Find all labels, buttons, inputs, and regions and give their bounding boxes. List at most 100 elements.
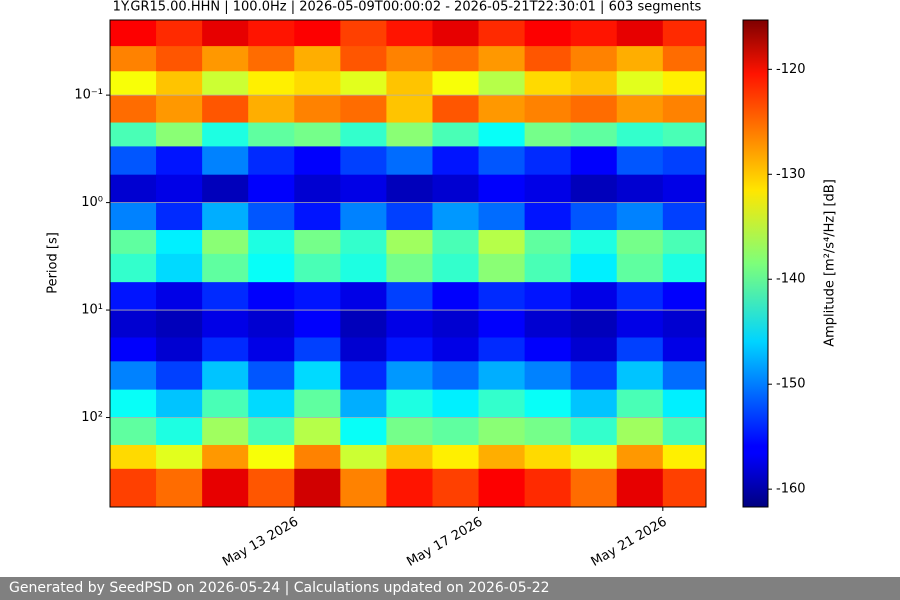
heatmap-cell — [294, 122, 341, 147]
heatmap-cell — [524, 444, 572, 470]
heatmap-cell — [616, 95, 664, 124]
heatmap-cell — [478, 20, 526, 47]
heatmap-cell — [340, 444, 387, 470]
heatmap-cell — [524, 337, 572, 362]
heatmap-cell — [340, 46, 387, 72]
heatmap-cell — [294, 95, 341, 124]
heatmap-cell — [202, 444, 249, 470]
heatmap-cell — [248, 174, 295, 204]
heatmap-cell — [110, 95, 157, 124]
heatmap-cell — [386, 230, 433, 255]
heatmap-cell — [202, 468, 249, 507]
heatmap-cell — [662, 389, 706, 419]
heatmap-cell — [156, 389, 203, 419]
heatmap-cell — [570, 174, 618, 204]
heatmap-cell — [570, 310, 618, 338]
heatmap-cell — [202, 361, 249, 391]
heatmap-cell — [524, 95, 572, 124]
heatmap-cell — [432, 253, 480, 283]
heatmap-cell — [202, 146, 249, 176]
heatmap-cell — [524, 310, 572, 338]
heatmap-cell — [616, 20, 664, 47]
heatmap-cell — [662, 282, 706, 311]
heatmap-cell — [156, 71, 203, 96]
heatmap-cell — [478, 95, 526, 124]
heatmap-cell — [248, 146, 295, 176]
colorbar-tick-label: -160 — [776, 482, 806, 497]
heatmap-cell — [386, 417, 433, 446]
heatmap-cell — [386, 253, 433, 283]
heatmap-cell — [340, 468, 387, 507]
heatmap-cell — [616, 122, 664, 147]
heatmap-cell — [386, 71, 433, 96]
heatmap-cell — [386, 310, 433, 338]
heatmap-cell — [202, 122, 249, 147]
heatmap-cell — [110, 20, 157, 47]
heatmap-cell — [570, 20, 618, 47]
heatmap-cell — [248, 444, 295, 470]
heatmap-cell — [294, 282, 341, 311]
heatmap-cell — [570, 95, 618, 124]
heatmap-cell — [110, 46, 157, 72]
heatmap-cell — [340, 122, 387, 147]
heatmap-cell — [386, 468, 433, 507]
heatmap-cell — [202, 46, 249, 72]
heatmap-cell — [386, 282, 433, 311]
y-tick-label: 10⁻¹ — [74, 88, 103, 103]
heatmap-cell — [202, 282, 249, 311]
heatmap-cell — [570, 389, 618, 419]
heatmap-cell — [248, 20, 295, 47]
heatmap-cell — [616, 174, 664, 204]
heatmap-cell — [432, 389, 480, 419]
heatmap-cell — [294, 417, 341, 446]
heatmap-cell — [340, 71, 387, 96]
heatmap-cell — [202, 202, 249, 231]
heatmap-cell — [432, 282, 480, 311]
heatmap-cell — [662, 337, 706, 362]
heatmap-cell — [662, 46, 706, 72]
heatmap-cell — [156, 468, 203, 507]
heatmap-cell — [386, 46, 433, 72]
heatmap-cell — [524, 468, 572, 507]
heatmap-cell — [662, 444, 706, 470]
heatmap-cell — [202, 95, 249, 124]
heatmap-cell — [524, 20, 572, 47]
heatmap-cell — [340, 20, 387, 47]
heatmap-cell — [478, 282, 526, 311]
heatmap-cell — [294, 202, 341, 231]
heatmap-cell — [524, 174, 572, 204]
heatmap-cell — [432, 417, 480, 446]
heatmap-cell — [432, 337, 480, 362]
heatmap-cell — [662, 468, 706, 507]
heatmap-cell — [248, 95, 295, 124]
chart: 1Y.GR15.00.HHN | 100.0Hz | 2026-05-09T00… — [46, 0, 838, 570]
heatmap-cell — [478, 468, 526, 507]
heatmap-cell — [110, 146, 157, 176]
heatmap-cell — [294, 230, 341, 255]
heatmap-cell — [478, 361, 526, 391]
heatmap-cell — [662, 230, 706, 255]
heatmap-cell — [662, 146, 706, 176]
heatmap-cell — [432, 174, 480, 204]
heatmap-cell — [432, 146, 480, 176]
heatmap-cell — [110, 253, 157, 283]
heatmap-cell — [340, 253, 387, 283]
heatmap-cell — [110, 282, 157, 311]
heatmap-cell — [432, 46, 480, 72]
heatmap-cell — [616, 310, 664, 338]
heatmap-cell — [616, 361, 664, 391]
heatmap-cell — [248, 122, 295, 147]
heatmap-cell — [248, 282, 295, 311]
heatmap-cell — [616, 230, 664, 255]
x-tick-label: May 21 2026 — [589, 515, 670, 570]
heatmap-cell — [524, 361, 572, 391]
heatmap-cell — [616, 71, 664, 96]
heatmap-cell — [386, 174, 433, 204]
heatmap-cell — [202, 174, 249, 204]
heatmap-cell — [202, 310, 249, 338]
heatmap-cell — [478, 230, 526, 255]
heatmap-cell — [386, 337, 433, 362]
y-tick-label: 10⁰ — [81, 195, 103, 210]
y-axis-label: Period [s] — [46, 232, 61, 294]
